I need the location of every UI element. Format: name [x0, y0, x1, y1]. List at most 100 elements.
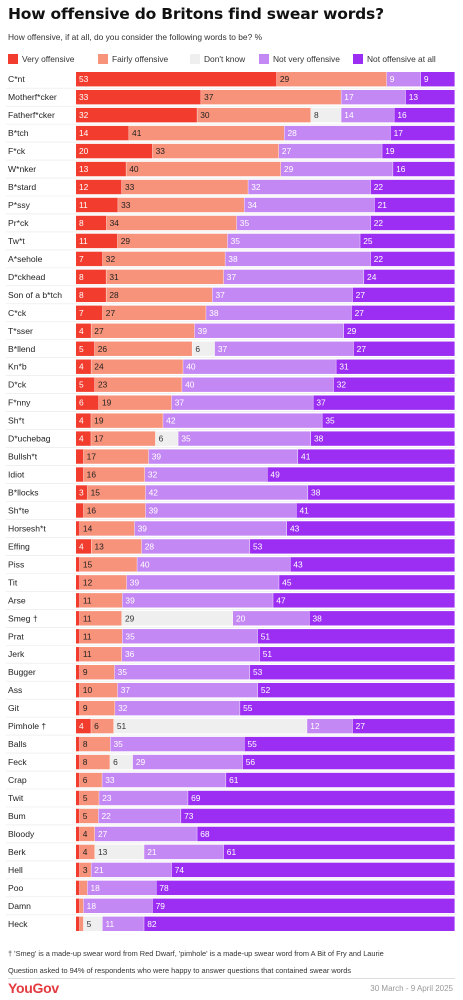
data-label-fairly: 9	[83, 667, 88, 677]
bar-segment-very	[76, 575, 80, 590]
bar-segment-very	[76, 431, 92, 446]
bar-row: F*ck 20 33 27 19	[8, 143, 456, 159]
bar-segment-notvery	[386, 72, 421, 87]
data-label-notvery: 20	[236, 613, 246, 623]
data-label-very: 33	[79, 92, 89, 102]
bar-segment-very	[76, 215, 107, 231]
data-label-very: 6	[79, 398, 84, 408]
data-label-notvery: 38	[228, 254, 238, 264]
bar-segment-notatall	[308, 485, 455, 500]
category-label: D*ck	[8, 380, 27, 390]
bar-row: B*llend 5 26 6 37 27	[8, 341, 456, 356]
data-label-notatall: 32	[337, 380, 347, 390]
bar-row: Crap 6 33 61	[8, 772, 456, 788]
data-label-notatall: 24	[367, 272, 377, 282]
data-label-notatall: 16	[397, 110, 407, 120]
bar-segment-very	[76, 395, 99, 410]
bar-segment-notatall	[351, 305, 455, 321]
bar-segment-fairly	[91, 359, 184, 374]
bar-row: Feck 8 6 29 56	[8, 754, 456, 770]
data-label-notvery: 12	[310, 721, 320, 731]
data-label-fairly: 6	[94, 721, 99, 731]
data-label-fairly: 11	[83, 613, 92, 623]
data-label-notatall: 55	[243, 703, 253, 713]
category-label: C*ck	[8, 308, 27, 318]
bar-row: Pr*ck 8 34 35 22	[8, 215, 456, 231]
bar-segment-notvery	[121, 647, 260, 662]
data-label-very: 14	[79, 128, 89, 138]
category-label: B*llocks	[8, 488, 39, 498]
bar-segment-very	[76, 72, 277, 87]
category-label: Bugger	[8, 667, 36, 677]
data-label-notatall: 19	[385, 146, 395, 156]
bar-segment-very	[76, 593, 80, 608]
data-label-very: 8	[79, 290, 84, 300]
data-label-notvery: 33	[105, 775, 115, 785]
data-label-notvery: 35	[231, 236, 241, 246]
bar-segment-fairly	[79, 862, 92, 878]
fieldwork-dates: 30 March - 9 April 2025	[370, 984, 453, 993]
bar-segment-notatall	[382, 143, 455, 159]
bar-row: Hell 3 21 74	[8, 862, 456, 878]
data-label-notatall: 13	[409, 92, 419, 102]
data-label-notvery: 40	[140, 559, 150, 569]
bar-segment-notvery	[102, 772, 227, 788]
bar-segment-notvery	[227, 233, 361, 249]
bar-segment-very	[76, 790, 80, 806]
category-label: Crap	[8, 775, 27, 785]
category-label: D*ckhead	[8, 272, 45, 282]
bar-segment-very	[76, 629, 80, 644]
bar-segment-notvery	[91, 862, 172, 878]
category-label: D*uchebag	[8, 434, 51, 444]
data-label-notvery: 37	[121, 685, 131, 695]
data-label-notvery: 35	[113, 739, 123, 749]
bar-segment-very	[76, 305, 103, 321]
bar-row: W*nker 13 40 29 16	[8, 161, 456, 177]
bar-segment-very	[76, 862, 80, 878]
bar-row: Jerk 11 36 51	[8, 647, 456, 662]
bar-segment-dontknow	[155, 431, 179, 446]
data-label-very: 12	[79, 182, 89, 192]
bar-segment-notvery	[284, 125, 391, 141]
bar-segment-fairly	[79, 790, 100, 806]
data-label-notatall: 17	[394, 128, 404, 138]
data-label-fairly: 11	[83, 649, 92, 659]
category-label: Bloody	[8, 829, 35, 839]
bar-segment-fairly	[79, 611, 122, 626]
bar-segment-notatall	[405, 89, 455, 105]
bar-row: Twit 5 23 69	[8, 790, 456, 806]
category-label: Pr*ck	[8, 218, 29, 228]
bar-segment-notvery	[134, 521, 287, 536]
bar-segment-fairly	[87, 485, 146, 500]
data-label-notatall: 47	[276, 595, 286, 605]
category-label: Son of a b*tch	[8, 290, 62, 300]
bar-row: Tw*t 11 29 35 25	[8, 233, 456, 249]
data-label-fairly: 41	[132, 128, 142, 138]
data-label-notatall: 52	[261, 685, 271, 695]
bar-row: Damn 18 79	[8, 898, 456, 914]
data-label-notvery: 36	[125, 649, 135, 659]
bar-segment-notatall	[267, 467, 455, 482]
bar-row: Heck 5 11 82	[8, 916, 456, 931]
bar-segment-notvery	[214, 341, 354, 356]
bar-row: B*llocks 3 15 42 38	[8, 485, 456, 500]
bar-segment-notatall	[181, 808, 455, 824]
bar-row: T*sser 4 27 39 29	[8, 323, 456, 338]
bar-segment-very	[76, 521, 80, 536]
bar-segment-notatall	[290, 557, 455, 572]
data-label-notatall: 53	[253, 541, 263, 551]
category-label: Berk	[8, 847, 26, 857]
data-label-notvery: 29	[136, 757, 146, 767]
data-label-fairly: 23	[98, 380, 108, 390]
bar-segment-very	[76, 557, 80, 572]
data-label-fairly: 30	[200, 110, 210, 120]
category-label: Ass	[8, 685, 22, 695]
legend-swatch-notvery	[259, 54, 269, 64]
bar-segment-very	[76, 736, 80, 752]
bar-row: B*tch 14 41 28 17	[8, 125, 456, 141]
legend-item-notatall: Not offensive at all	[353, 53, 436, 65]
bar-segment-notvery	[248, 179, 371, 195]
category-label: Heck	[8, 919, 28, 929]
bar-segment-fairly	[126, 161, 281, 177]
legend-swatch-fairly	[98, 54, 108, 64]
